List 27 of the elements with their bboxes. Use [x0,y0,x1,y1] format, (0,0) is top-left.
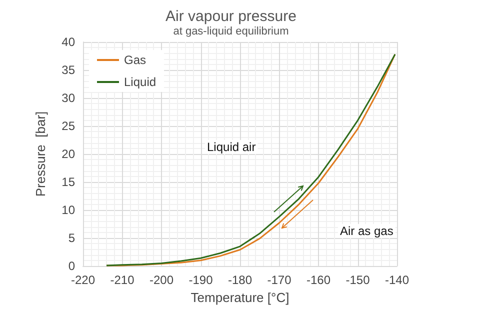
x-tick-label: -210 [110,273,135,287]
x-tick-label: -220 [70,273,96,287]
x-tick-label: -170 [267,273,292,287]
annotation: Liquid air [207,140,256,154]
y-tick-label: 5 [68,231,76,245]
y-tick-label: 20 [62,147,76,161]
x-tick-label: -150 [346,273,370,287]
x-tick-label: -140 [384,273,410,287]
y-tick-label: 40 [62,35,76,49]
y-tick-label: 10 [62,203,76,217]
x-tick-label: -160 [306,273,331,287]
legend-label: Gas [124,53,146,67]
chart-title: Air vapour pressure [166,8,296,25]
x-tick-label: -200 [149,273,174,287]
y-tick-label: 35 [62,63,76,77]
legend-label: Liquid [124,75,156,89]
y-tick-label: 0 [68,259,76,273]
y-axis-title: Pressure [bar] [33,111,48,197]
y-tick-label: 25 [62,119,76,133]
x-tick-label: -190 [188,273,214,287]
chart-subtitle: at gas-liquid equilibrium [173,26,289,38]
y-tick-label: 15 [62,175,76,189]
x-axis-title: Temperature [°C] [190,290,290,305]
annotation: Air as gas [340,224,394,238]
x-tick-label: -180 [228,273,252,287]
line-series [106,54,396,266]
y-tick-label: 30 [62,91,76,105]
